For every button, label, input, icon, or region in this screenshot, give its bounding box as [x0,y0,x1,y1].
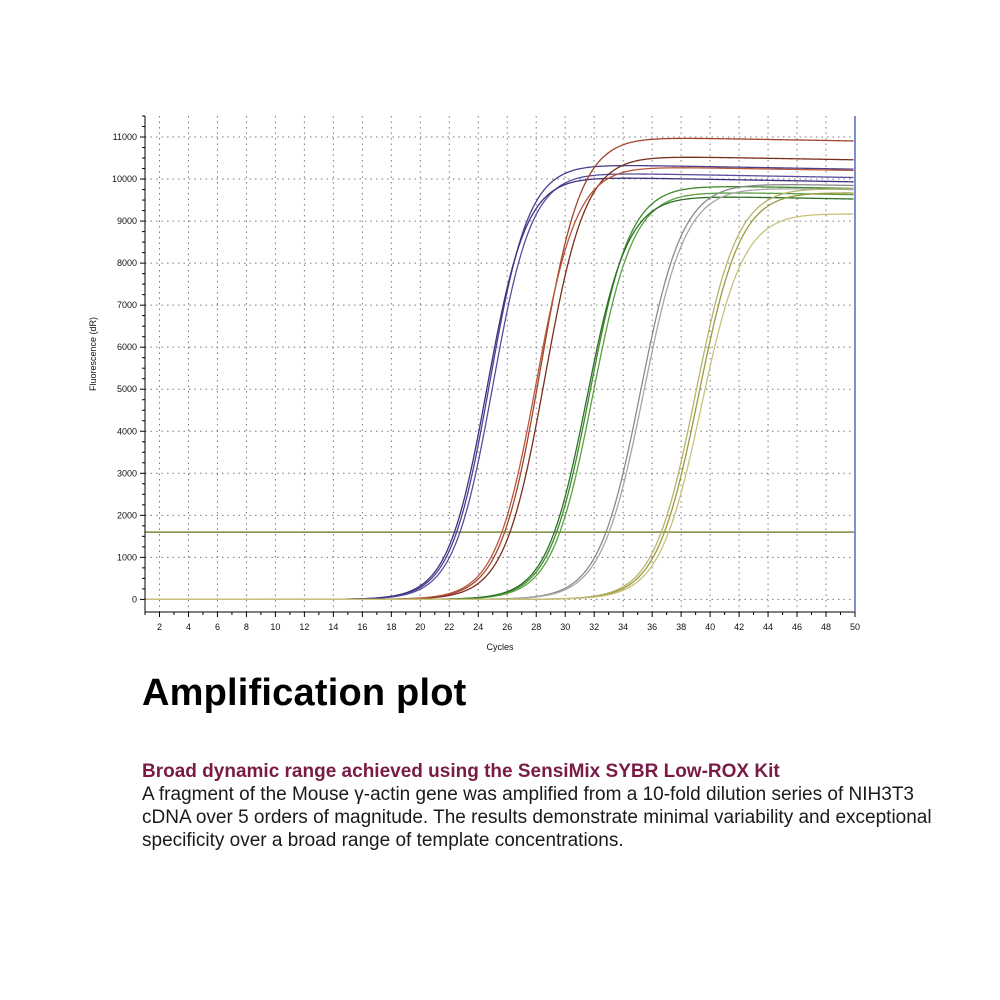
x-axis-title: Cycles [486,642,514,652]
y-tick-label: 1000 [117,552,137,562]
caption-body: A fragment of the Mouse γ-actin gene was… [142,784,932,851]
x-tick-label: 24 [473,622,483,632]
x-tick-label: 6 [215,622,220,632]
series-group [145,137,854,601]
x-tick-label: 48 [821,622,831,632]
x-tick-label: 46 [792,622,802,632]
x-tick-label: 26 [502,622,512,632]
x-tick-label: 22 [444,622,454,632]
y-tick-label: 3000 [117,468,137,478]
series-line-8 [260,192,854,601]
x-tick-label: 20 [415,622,425,632]
axes [140,115,856,617]
amplification-chart: 2 4 6 8 10 12 14 16 18 20 22 24 26 28 30 32 34 36 38 40 42 44… [88,115,860,652]
x-tick-label: 34 [618,622,628,632]
y-tick-label: 2000 [117,510,137,520]
series-line-5 [260,156,854,601]
series-line-10 [260,184,854,601]
y-axis-title: Fluorescence (dR) [88,317,98,391]
x-tick-label: 4 [186,622,191,632]
x-tick-label: 2 [157,622,162,632]
y-tick-label: 8000 [117,258,137,268]
x-tick-label: 36 [647,622,657,632]
tick-labels: 2 4 6 8 10 12 14 16 18 20 22 24 26 28 30 32 34 36 38 40 42 44… [112,132,860,632]
x-tick-label: 44 [763,622,773,632]
figure-title: Amplification plot [142,672,467,714]
x-tick-label: 10 [270,622,280,632]
series-line-6 [260,167,854,601]
x-tick-label: 32 [589,622,599,632]
series-line-14 [145,213,854,601]
x-tick-label: 14 [328,622,338,632]
x-tick-label: 50 [850,622,860,632]
x-tick-label: 38 [676,622,686,632]
x-tick-label: 40 [705,622,715,632]
y-tick-label: 7000 [117,300,137,310]
y-tick-label: 0 [132,594,137,604]
figure-caption: Broad dynamic range achieved using the S… [142,760,942,852]
x-tick-label: 12 [299,622,309,632]
y-tick-label: 11000 [113,132,137,142]
x-tick-label: 42 [734,622,744,632]
x-tick-label: 16 [357,622,367,632]
series-line-2 [260,173,854,601]
y-tick-label: 6000 [117,342,137,352]
x-tick-label: 18 [386,622,396,632]
x-tick-label: 8 [244,622,249,632]
caption-heading: Broad dynamic range achieved using the S… [142,761,780,782]
y-tick-label: 5000 [117,384,137,394]
y-tick-label: 9000 [117,216,137,226]
y-tick-label: 10000 [112,174,137,184]
x-tick-label: 30 [560,622,570,632]
y-tick-label: 4000 [117,426,137,436]
x-tick-label: 28 [531,622,541,632]
